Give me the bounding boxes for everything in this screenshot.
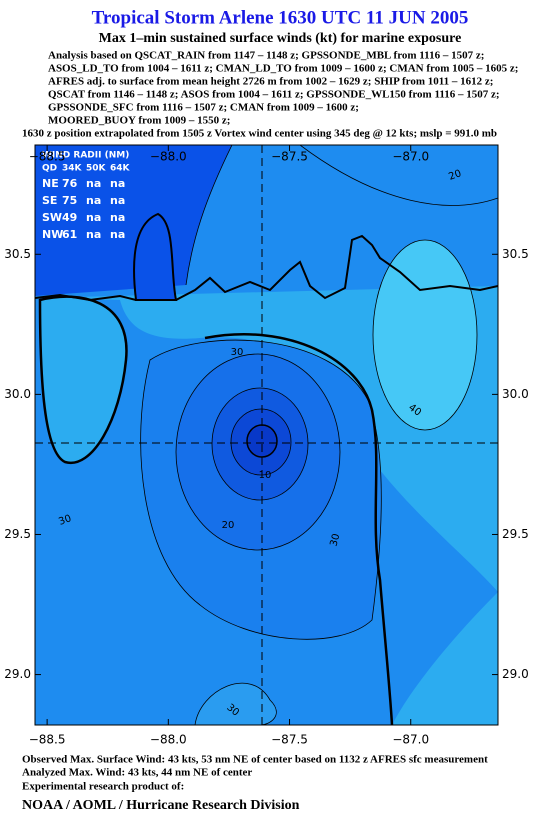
wind-radii-cell: 76: [62, 177, 78, 190]
wind-radii-header: 64K: [110, 164, 131, 174]
analyzed: Analyzed Max. Wind: 43 kts, 44 nm NE of …: [22, 767, 252, 779]
x-tick-label: −88.0: [150, 733, 187, 747]
wind-radii-cell: NE: [42, 177, 59, 190]
y-tick-label: 30.5: [502, 247, 529, 261]
organization: NOAA / AOML / Hurricane Research Divisio…: [22, 798, 300, 813]
wind-radii-cell: SE: [42, 194, 57, 207]
axes: −88.5 −88.5 −88.0 −88.0 −87.5 −87.5 −87.0 −87.0…: [4, 145, 529, 747]
analysis-line: QSCAT from 1146 – 1148 z; ASOS from 1004…: [48, 89, 500, 101]
y-tick-label: 29.0: [4, 667, 31, 681]
wind-radii-cell: na: [86, 228, 101, 241]
contour-label: 30: [231, 347, 244, 358]
contour-label: 20: [222, 520, 235, 531]
wind-radii-cell: na: [110, 194, 125, 207]
wind-radii-header: 50K: [86, 164, 107, 174]
map-frame: [34, 144, 499, 726]
observed: Observed Max. Surface Wind: 43 kts, 53 n…: [22, 754, 488, 766]
x-tick-label: −87.5: [271, 733, 308, 747]
wind-field: [35, 145, 498, 725]
analysis-line: AFRES adj. to surface from mean height 2…: [48, 76, 493, 88]
wind-radii-cell: na: [110, 177, 125, 190]
wind-radii-cell: na: [86, 211, 101, 224]
wind-radii-cell: na: [86, 194, 101, 207]
analysis-line: MOORED_BUOY from 1009 – 1550 z;: [48, 115, 230, 127]
y-tick-label: 30.0: [502, 387, 529, 401]
analysis-line: Analysis based on QSCAT_RAIN from 1147 –…: [48, 50, 484, 62]
experimental: Experimental research product of:: [22, 781, 184, 793]
x-tick-label: −87.5: [271, 150, 308, 164]
contour-label: 30: [329, 533, 343, 548]
wind-radii-header: 34K: [62, 164, 83, 174]
y-tick-label: 30.0: [4, 387, 31, 401]
analysis-line: ASOS_LD_TO from 1004 – 1611 z; CMAN_LD_T…: [48, 63, 518, 75]
wind-radii-cell: na: [110, 211, 125, 224]
analysis: Analysis based on QSCAT_RAIN from 1147 –…: [48, 50, 518, 127]
y-tick-label: 29.5: [4, 527, 31, 541]
x-tick-label: −87.0: [392, 733, 429, 747]
y-tick-label: 30.5: [4, 247, 31, 261]
x-tick-label: −88.5: [29, 733, 66, 747]
position-note: 1630 z position extrapolated from 1505 z…: [22, 128, 497, 140]
subtitle: Max 1–min sustained surface winds (kt) f…: [99, 31, 462, 46]
wind-radii-cell: 61: [62, 228, 77, 241]
contour-label: 20: [447, 168, 463, 183]
wind-radii-cell: SW: [42, 211, 62, 224]
contour-label: 30: [57, 513, 73, 528]
wind-radii-box: [37, 147, 129, 242]
analysis-line: GPSSONDE_SFC from 1116 – 1507 z; CMAN fr…: [48, 102, 359, 114]
wind-radii-header: QD: [42, 164, 57, 174]
x-tick-label: −88.0: [150, 150, 187, 164]
x-tick-label: −88.5: [29, 150, 66, 164]
wind-radii-cell: 75: [62, 194, 77, 207]
title: Tropical Storm Arlene 1630 UTC 11 JUN 20…: [92, 7, 469, 28]
wind-radii-cell: na: [86, 177, 101, 190]
contour-label: 10: [259, 470, 272, 481]
x-tick-label: −87.0: [392, 150, 429, 164]
y-tick-label: 29.0: [502, 667, 529, 681]
wind-radii-cell: 49: [62, 211, 77, 224]
y-tick-label: 29.5: [502, 527, 529, 541]
wind-radii-title: WIND RADII (NM): [42, 151, 129, 161]
wind-radii-cell: na: [110, 228, 125, 241]
wind-radii-cell: NW: [42, 228, 63, 241]
